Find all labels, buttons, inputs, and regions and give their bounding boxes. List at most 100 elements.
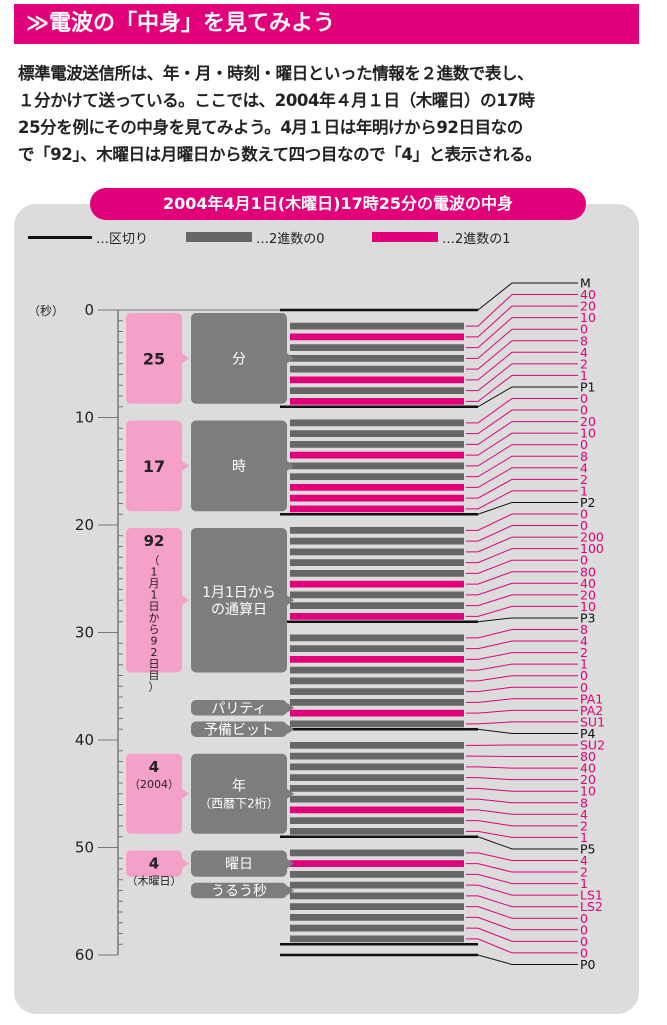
- field-box: [191, 420, 287, 512]
- field-value-sub: （1 月 1 日から 9 2 日目）: [149, 554, 160, 694]
- bit-leader-line: [466, 698, 578, 703]
- bit-leader-line: [466, 478, 578, 499]
- bit-leader-line: [466, 340, 578, 370]
- bit-leader-line: [466, 467, 578, 488]
- legend-one: …2進数の1: [372, 226, 511, 248]
- field-box: [191, 528, 287, 673]
- axis-unit-label: （秒）: [28, 304, 64, 318]
- bit-label: 1: [580, 657, 588, 672]
- bit-label: P0: [580, 957, 596, 972]
- bit-label: 10: [580, 784, 596, 799]
- legend-one-swatch: [372, 232, 438, 242]
- bit-leader-line: [466, 873, 578, 885]
- bit-one: [290, 806, 464, 814]
- bit-leader-line: [466, 548, 578, 564]
- bit-label: P3: [580, 610, 596, 625]
- bit-leader-line: [466, 863, 578, 873]
- bit-zero: [290, 666, 464, 674]
- bit-zero: [290, 548, 464, 556]
- bit-leader-line: [466, 490, 578, 510]
- bit-label: P2: [580, 495, 596, 510]
- field-value-sub: （2004）: [129, 778, 179, 791]
- axis-tick-label: 20: [75, 516, 94, 534]
- field-label: の通算日: [211, 602, 267, 618]
- intro-line: で「92」、木曜日は月曜日から数えて四つ目なので「4」と表示される。: [18, 145, 542, 164]
- bit-label: 2: [580, 865, 588, 880]
- bit-label: 0: [580, 507, 588, 522]
- bit-zero: [290, 849, 464, 857]
- bit-label: P5: [580, 841, 596, 856]
- bit-zero: [290, 419, 464, 427]
- field-value: 17: [143, 457, 165, 476]
- bit-label: PA1: [580, 691, 603, 706]
- bit-label: 80: [580, 749, 596, 764]
- bit-one: [290, 709, 464, 717]
- bit-zero: [290, 881, 464, 889]
- value-box: [126, 528, 182, 673]
- bit-label: P1: [580, 379, 596, 394]
- bit-label: 1: [580, 368, 588, 383]
- axis-tick-label: 0: [84, 301, 94, 319]
- bit-leader-line: [466, 852, 578, 861]
- bit-leader-line: [466, 525, 578, 542]
- field-value: 4: [149, 855, 159, 873]
- bit-label: 8: [580, 333, 588, 348]
- bit-label: SU2: [580, 738, 605, 753]
- bit-one: [290, 333, 464, 341]
- bit-one: [290, 494, 464, 502]
- bit-leader-line: [466, 798, 578, 804]
- bit-label: 4: [580, 345, 588, 360]
- bit-label: 40: [580, 287, 596, 302]
- bit-label: 0: [580, 553, 588, 568]
- value-box: [126, 313, 182, 404]
- bit-label: 2: [580, 645, 588, 660]
- bit-zero: [290, 752, 464, 760]
- bit-leader-line: [466, 432, 578, 456]
- bit-zero: [290, 785, 464, 792]
- bit-leader-line: [466, 709, 578, 714]
- bit-one: [290, 613, 464, 620]
- field-label: 予備ビット: [204, 722, 274, 738]
- bit-leader-line: [466, 663, 578, 671]
- bit-zero: [290, 441, 464, 448]
- bit-label: PA2: [580, 703, 603, 718]
- bit-zero: [290, 322, 464, 330]
- bit-leader-line: [466, 820, 578, 827]
- bit-label: 200: [580, 530, 604, 545]
- bit-leader-line: [466, 559, 578, 574]
- intro-text: 標準電波送信所は、年・月・時刻・曜日といった情報を２進数で表し、 １分かけて送って…: [18, 60, 658, 168]
- bit-label: 4: [580, 460, 588, 475]
- bit-leader-line: [466, 513, 578, 531]
- bit-one: [290, 580, 464, 588]
- value-box: [126, 753, 182, 834]
- bit-label: 2: [580, 472, 588, 487]
- bit-zero: [290, 365, 464, 373]
- bit-leader-line: [466, 571, 578, 585]
- bit-label: 10: [580, 599, 596, 614]
- bit-zero: [290, 677, 464, 685]
- legend-zero-label: …2進数の0: [256, 231, 325, 247]
- bit-zero: [290, 355, 464, 362]
- bit-label: 10: [580, 310, 596, 325]
- bit-zero: [290, 634, 464, 642]
- bit-leader-line: [466, 686, 578, 693]
- bit-zero: [290, 871, 464, 878]
- field-label: 時: [232, 459, 246, 475]
- bit-leader-line: [466, 629, 578, 639]
- value-arrow: [182, 353, 189, 364]
- field-label: 1月1日から: [202, 585, 276, 601]
- axis-tick-label: 50: [75, 839, 94, 857]
- bit-leader-line: [466, 906, 578, 919]
- legend-marker-swatch: [28, 235, 92, 239]
- bit-leader-line: [466, 938, 578, 954]
- bit-label: SU1: [580, 714, 605, 729]
- bit-label: 0: [580, 934, 588, 949]
- bit-label: 20: [580, 299, 596, 314]
- bit-label: 20: [580, 587, 596, 602]
- field-box: [191, 882, 287, 899]
- bit-leader-line: [466, 916, 578, 931]
- field-arrow: [287, 788, 294, 799]
- field-label: 年: [232, 778, 246, 794]
- bit-zero: [290, 795, 464, 803]
